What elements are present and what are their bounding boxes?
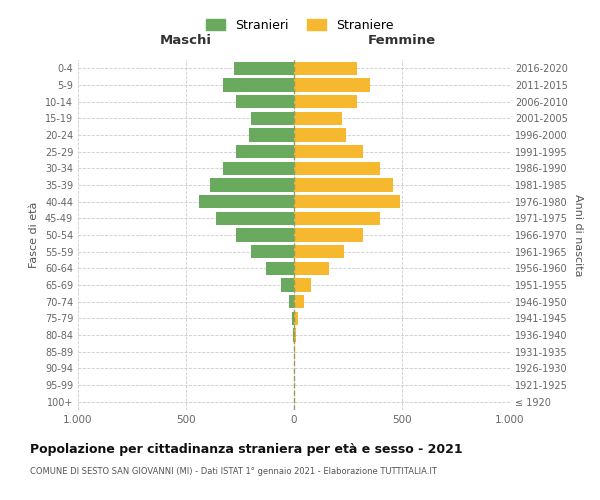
Bar	[294, 178, 394, 192]
Bar	[294, 62, 356, 75]
Bar	[294, 328, 296, 342]
Bar	[266, 262, 294, 275]
Bar	[248, 128, 294, 141]
Bar	[216, 212, 294, 225]
Bar	[294, 112, 341, 125]
Bar	[199, 195, 294, 208]
Y-axis label: Anni di nascita: Anni di nascita	[573, 194, 583, 276]
Bar	[294, 162, 380, 175]
Bar	[289, 295, 294, 308]
Text: Maschi: Maschi	[160, 34, 212, 46]
Bar	[294, 245, 344, 258]
Bar	[294, 345, 295, 358]
Bar	[294, 212, 380, 225]
Bar	[281, 278, 294, 291]
Bar	[294, 295, 304, 308]
Bar	[294, 228, 363, 241]
Bar	[294, 312, 298, 325]
Bar	[236, 228, 294, 241]
Bar	[223, 162, 294, 175]
Bar	[294, 128, 346, 141]
Bar	[251, 245, 294, 258]
Bar	[293, 328, 294, 342]
Bar	[251, 112, 294, 125]
Text: COMUNE DI SESTO SAN GIOVANNI (MI) - Dati ISTAT 1° gennaio 2021 - Elaborazione TU: COMUNE DI SESTO SAN GIOVANNI (MI) - Dati…	[30, 468, 437, 476]
Bar	[294, 95, 356, 108]
Bar	[292, 312, 294, 325]
Text: Popolazione per cittadinanza straniera per età e sesso - 2021: Popolazione per cittadinanza straniera p…	[30, 442, 463, 456]
Bar	[236, 95, 294, 108]
Bar	[294, 195, 400, 208]
Bar	[294, 78, 370, 92]
Bar	[294, 262, 329, 275]
Bar	[210, 178, 294, 192]
Y-axis label: Fasce di età: Fasce di età	[29, 202, 39, 268]
Bar	[294, 278, 311, 291]
Text: Femmine: Femmine	[368, 34, 436, 46]
Legend: Stranieri, Straniere: Stranieri, Straniere	[202, 14, 398, 37]
Bar	[236, 145, 294, 158]
Bar	[233, 62, 294, 75]
Bar	[223, 78, 294, 92]
Bar	[294, 145, 363, 158]
